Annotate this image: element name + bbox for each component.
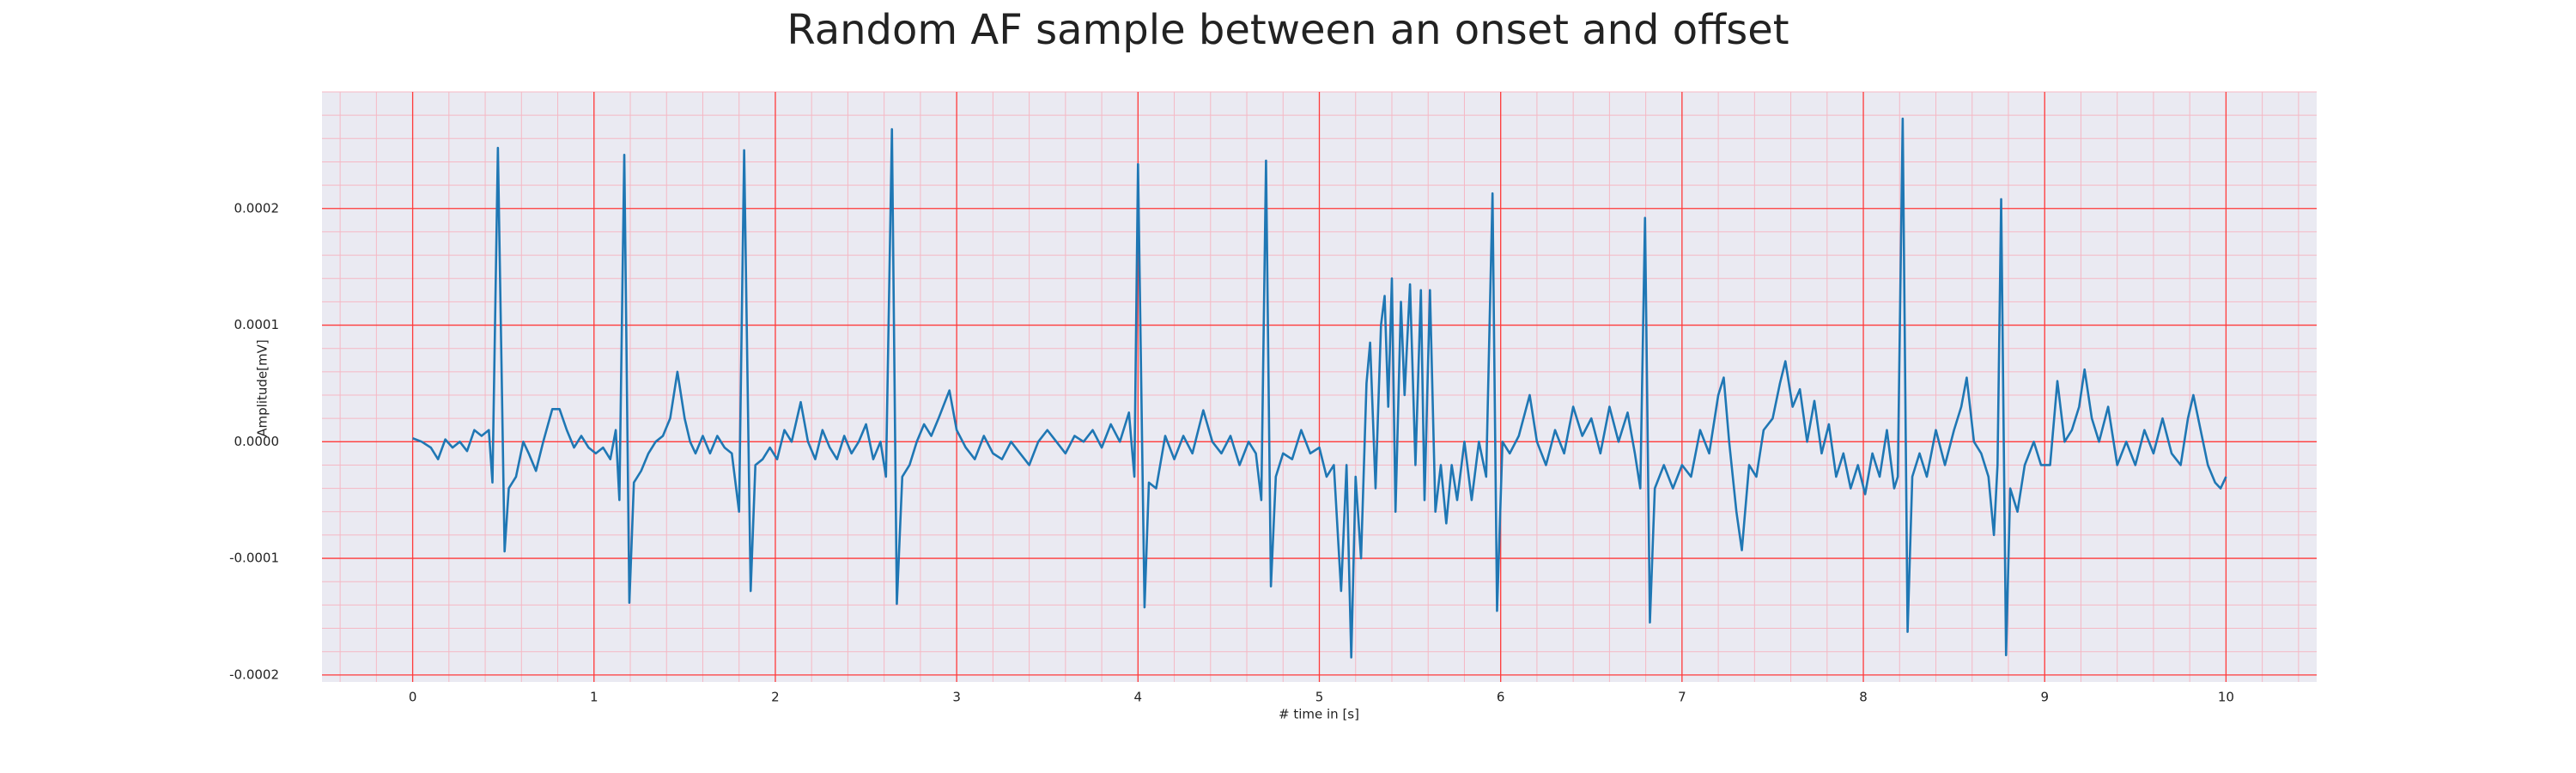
x-tick-label: 8 — [1859, 690, 1868, 705]
y-tick-label: -0.0001 — [229, 551, 279, 566]
x-tick-label: 5 — [1315, 690, 1324, 705]
y-tick-label: 0.0000 — [234, 434, 280, 449]
x-tick-label: 10 — [2218, 690, 2234, 705]
x-tick-label: 1 — [590, 690, 598, 705]
x-tick-label: 9 — [2040, 690, 2049, 705]
x-tick-label: 3 — [952, 690, 961, 705]
signal-line — [412, 117, 2227, 659]
y-tick-label: 0.0001 — [234, 317, 280, 332]
y-tick-label: 0.0002 — [234, 200, 280, 216]
chart-title: Random AF sample between an onset and of… — [787, 6, 1789, 54]
y-axis-label: Amplitude[mV] — [255, 339, 270, 436]
x-tick-label: 4 — [1134, 690, 1143, 705]
x-tick-label: 6 — [1497, 690, 1505, 705]
x-axis-label: # time in [s] — [1279, 707, 1359, 722]
x-tick-label: 7 — [1678, 690, 1686, 705]
y-tick-label: -0.0002 — [229, 666, 279, 682]
x-tick-label: 2 — [771, 690, 780, 705]
x-tick-label: 0 — [409, 690, 417, 705]
